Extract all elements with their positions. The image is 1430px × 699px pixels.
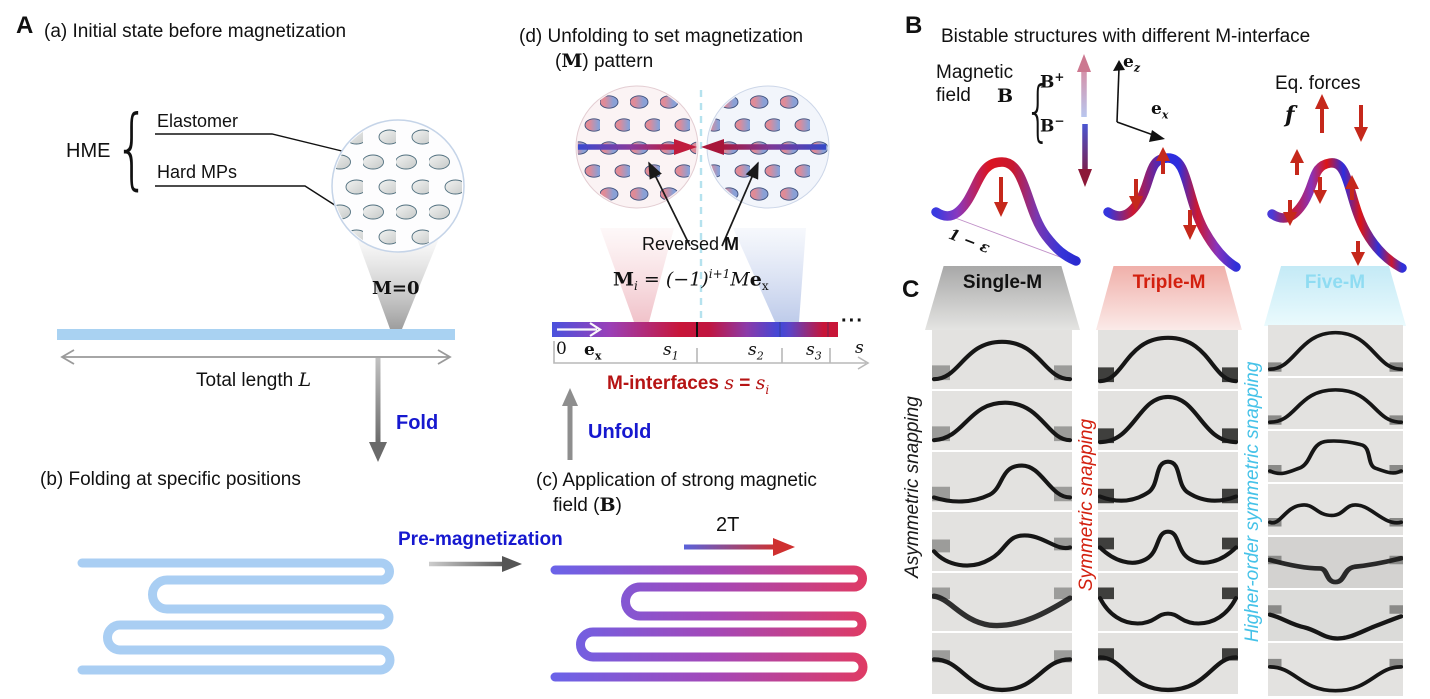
pre-magnetization-label: Pre-magnetization bbox=[398, 529, 563, 550]
a-subpanel-title: (a) Initial state before magnetization bbox=[44, 21, 347, 42]
snapshot-frame bbox=[932, 330, 1072, 389]
b-field-symbol: B bbox=[997, 85, 1014, 107]
caption-asymmetric: Asymmetric snapping bbox=[902, 396, 923, 578]
beam-five-m bbox=[1267, 158, 1407, 273]
total-length-arrow bbox=[60, 349, 452, 365]
snapshot-frame bbox=[1268, 431, 1403, 482]
snapshot-frame bbox=[1268, 590, 1403, 641]
force-symbol: f bbox=[1285, 102, 1295, 128]
snapshot-frame bbox=[1098, 512, 1238, 571]
colorbar-ellipsis: ··· bbox=[841, 310, 864, 332]
axis-s3-label: s3 bbox=[806, 340, 822, 363]
zoom-funnel-a bbox=[356, 236, 440, 329]
coordinate-axes bbox=[1113, 60, 1165, 142]
zoom-funnel-pink bbox=[600, 228, 674, 322]
axis-s2-label: s2 bbox=[748, 340, 764, 363]
hme-label: HME bbox=[66, 140, 111, 162]
ez-axis-label: ez bbox=[1123, 52, 1141, 75]
variant-name-triple: Triple-M bbox=[1132, 272, 1206, 293]
total-length-label: Total length L bbox=[196, 369, 312, 391]
b-minus-label: B− bbox=[1040, 114, 1065, 137]
axis-ex-label: ex bbox=[584, 340, 602, 363]
magnetic-field-line2: field bbox=[936, 85, 971, 106]
snapshot-frame bbox=[1268, 325, 1403, 376]
d-subpanel-title-line1: (d) Unfolding to set magnetization bbox=[519, 26, 804, 47]
magnetic-field-line1: Magnetic bbox=[936, 62, 1014, 83]
beam-single-m bbox=[931, 157, 1081, 266]
b-minus-arrow bbox=[1078, 124, 1092, 187]
eq-forces-label: Eq. forces bbox=[1275, 73, 1361, 94]
magnetized-zoom-circle-left bbox=[575, 85, 699, 209]
m-zero-label: M=0 bbox=[372, 278, 420, 299]
hme-callout-lines bbox=[155, 133, 351, 212]
zoom-funnel-blue bbox=[733, 228, 806, 322]
hme-brace: { bbox=[114, 96, 150, 199]
unfold-label: Unfold bbox=[588, 421, 652, 443]
hme-zoom-circle bbox=[331, 119, 465, 253]
magnetized-zoom-circle-right bbox=[701, 85, 830, 209]
snapshot-frame bbox=[932, 452, 1072, 510]
pre-magnetization-arrow bbox=[429, 556, 522, 572]
m-interfaces-label: M-interfaces s = si bbox=[607, 372, 770, 397]
snapshot-frame bbox=[1098, 573, 1238, 631]
snapshot-frame bbox=[1268, 484, 1403, 535]
snapshot-frame bbox=[1098, 330, 1238, 389]
panel-label-c: C bbox=[902, 276, 920, 303]
variant-name-single: Single-M bbox=[962, 272, 1043, 293]
d-subpanel-title-line2: (M) pattern bbox=[555, 50, 654, 72]
header-trapezoid-triple: Triple-M bbox=[1096, 266, 1242, 330]
two-tesla-label: 2T bbox=[716, 514, 740, 536]
beam-triple-m bbox=[1103, 153, 1241, 272]
b-subpanel-title: (b) Folding at specific positions bbox=[40, 469, 301, 490]
unfold-arrow bbox=[562, 388, 578, 460]
panel-label-b: B bbox=[905, 12, 923, 39]
panel-label-a: A bbox=[16, 12, 34, 39]
snapshot-frame bbox=[1098, 391, 1238, 450]
reversed-m-annotation-arrows bbox=[648, 161, 759, 247]
legend-elastomer: Elastomer bbox=[157, 111, 239, 131]
axis-zero-label: 0 bbox=[556, 339, 567, 359]
snapshot-frame bbox=[932, 391, 1072, 450]
snapshot-frame bbox=[1268, 643, 1403, 696]
variant-name-five: Five-M bbox=[1304, 272, 1366, 293]
b-plus-label: B+ bbox=[1040, 70, 1065, 93]
legend-hard-mps: Hard MPs bbox=[157, 162, 238, 182]
caption-higher-order: Higher-order symmetric snapping bbox=[1242, 361, 1263, 643]
axis-s1-label: s1 bbox=[663, 340, 679, 363]
fold-arrow bbox=[369, 358, 387, 462]
c-subpanel-title-line2: field (B) bbox=[553, 494, 622, 516]
snapshot-frame bbox=[1098, 452, 1238, 510]
arc-length-axis bbox=[553, 341, 870, 370]
c-subpanel-title-line1: (c) Application of strong magnetic bbox=[536, 470, 817, 491]
snapshot-frame bbox=[1098, 633, 1238, 694]
magnetization-colorbar bbox=[552, 322, 838, 337]
beam-force-arrows bbox=[994, 147, 1365, 266]
b-plus-arrow bbox=[1077, 54, 1091, 117]
folded-strip-magnetized bbox=[550, 565, 868, 682]
folded-strip-unmagnetized bbox=[77, 558, 395, 675]
eq-forces-arrows bbox=[1315, 94, 1368, 142]
b-panel-title: Bistable structures with different M-int… bbox=[941, 26, 1311, 47]
axis-s-label: s bbox=[855, 338, 864, 358]
snapshot-frame bbox=[1268, 378, 1403, 429]
snapshot-frame bbox=[932, 573, 1072, 631]
2t-field-arrow bbox=[684, 538, 795, 556]
header-trapezoid-five: Five-M bbox=[1264, 266, 1406, 326]
magnetization-equation: Mi = (−1)i+1Mex bbox=[613, 267, 769, 294]
snapshot-frame bbox=[932, 512, 1072, 571]
snapshot-frame bbox=[932, 633, 1072, 694]
b-field-brace: { bbox=[1024, 72, 1052, 149]
header-trapezoid-single: Single-M bbox=[925, 266, 1080, 330]
ex-axis-label: ex bbox=[1151, 99, 1169, 122]
caption-symmetric: Symmetric snapping bbox=[1076, 418, 1097, 592]
reversed-m-label: Reversed M bbox=[642, 234, 740, 254]
snapshot-frame bbox=[1268, 537, 1403, 588]
fold-label: Fold bbox=[396, 412, 439, 434]
elastomer-strip bbox=[57, 329, 455, 340]
span-chord-line bbox=[933, 209, 1077, 264]
